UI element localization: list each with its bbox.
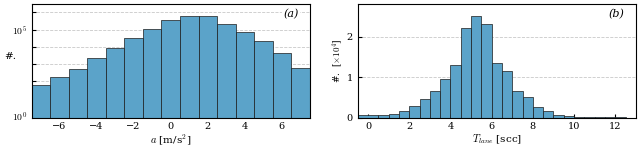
Text: (b): (b) xyxy=(609,9,625,19)
Bar xyxy=(522,97,533,117)
Bar xyxy=(198,16,217,152)
Bar xyxy=(461,28,471,117)
Bar xyxy=(543,111,554,117)
Bar xyxy=(68,69,87,152)
Bar xyxy=(471,16,481,117)
Bar xyxy=(143,29,161,152)
X-axis label: $T_{lane}$ [scc]: $T_{lane}$ [scc] xyxy=(472,133,522,146)
Bar xyxy=(50,77,68,152)
Bar xyxy=(124,38,143,152)
Bar xyxy=(430,91,440,117)
Bar xyxy=(291,68,310,152)
Bar xyxy=(420,99,430,117)
Bar xyxy=(236,32,254,152)
Bar xyxy=(564,116,574,117)
Bar xyxy=(32,85,50,152)
Bar xyxy=(410,106,420,117)
Bar xyxy=(358,115,378,117)
Bar xyxy=(217,24,236,152)
Bar xyxy=(87,58,106,152)
Y-axis label: #.  [$\times10^4$]: #. [$\times10^4$] xyxy=(331,39,346,83)
Bar xyxy=(180,16,198,152)
Bar xyxy=(273,53,291,152)
Text: (a): (a) xyxy=(284,9,299,19)
Bar xyxy=(440,79,451,117)
X-axis label: $a$ [m/s$^2$]: $a$ [m/s$^2$] xyxy=(150,133,191,148)
Y-axis label: #.: #. xyxy=(4,52,16,61)
Bar xyxy=(451,65,461,117)
Bar xyxy=(492,63,502,117)
Bar xyxy=(106,48,124,152)
Bar xyxy=(502,71,512,117)
Bar xyxy=(388,114,399,117)
Bar xyxy=(161,20,180,152)
Bar xyxy=(554,115,564,117)
Bar xyxy=(378,115,388,117)
Bar xyxy=(533,107,543,117)
Bar xyxy=(399,111,410,117)
Bar xyxy=(254,41,273,152)
Bar xyxy=(512,91,522,117)
Bar xyxy=(481,24,492,117)
